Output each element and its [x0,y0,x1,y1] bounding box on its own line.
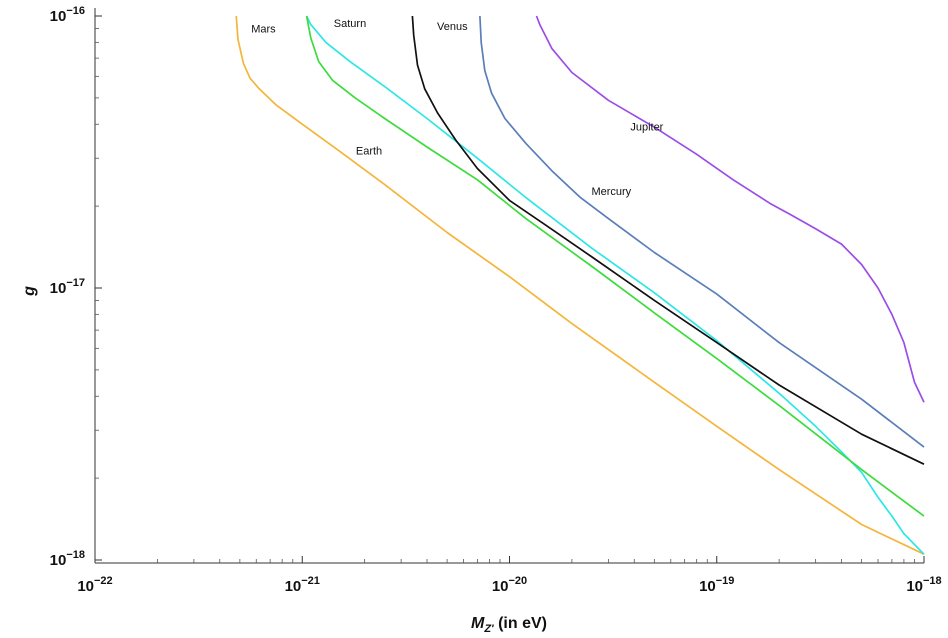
x-axis-title: MZ' (in eV) [471,615,547,635]
annotation-mercury: Mercury [591,186,631,198]
x-tick-exponent: −22 [94,575,113,587]
y-tick-base: 10 [50,8,67,25]
x-tick-base: 10 [699,578,716,595]
x-tick-exponent: −18 [923,575,942,587]
x-tick-base: 10 [77,578,94,595]
series-layer [235,15,925,555]
annotation-venus: Venus [437,21,468,33]
annotation-saturn: Saturn [334,18,366,30]
y-tick-label: 10−17 [50,277,85,297]
y-tick-label: 10−16 [50,5,85,25]
annotation-mars: Mars [251,23,276,35]
annotation-jupiter: Jupiter [630,121,663,133]
x-tick-label: 10−21 [285,575,320,595]
series-line-earth [305,15,925,517]
x-tick-label: 10−18 [906,575,941,595]
series-line-jupiter [535,15,925,403]
x-tick-base: 10 [906,578,923,595]
y-tick-exponent: −18 [66,549,85,561]
annotation-earth: Earth [356,145,382,157]
annotation-layer: Mars Saturn Venus Earth Jupiter Mercury [251,18,663,198]
series-line-mercury [479,15,925,448]
y-tick-base: 10 [50,280,67,297]
x-tick-label: 10−20 [492,575,527,595]
plot-frame [94,8,924,564]
y-tick-base: 10 [50,552,67,569]
y-tick-exponent: −16 [66,5,85,17]
x-tick-base: 10 [285,578,302,595]
series-line-saturn [305,15,925,555]
x-tick-base: 10 [492,578,509,595]
x-tick-label: 10−22 [77,575,112,595]
x-tick-exponent: −19 [716,575,735,587]
x-tick-exponent: −21 [301,575,320,587]
x-ticks: 10−22 10−21 10−20 10−19 10−18 [77,556,942,595]
series-line-venus [411,15,925,465]
x-tick-exponent: −20 [509,575,528,587]
y-tick-label: 10−18 [50,549,85,569]
y-axis-title: g [21,286,38,297]
y-tick-exponent: −17 [66,277,85,289]
series-line-mars [235,15,925,555]
x-tick-label: 10−19 [699,575,734,595]
